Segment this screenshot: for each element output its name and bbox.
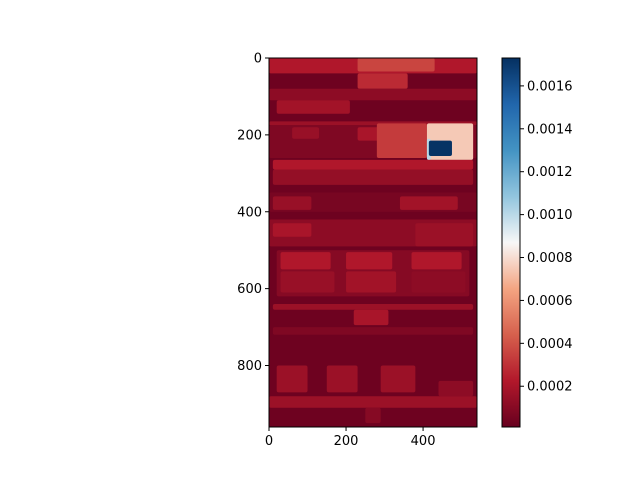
heatmap-cell-30 [272,327,474,335]
x-tick-label: 400 [411,434,436,449]
heatmap-cell-9 [376,123,427,158]
heatmap-cell-35 [269,396,477,408]
colorbar-tick-label: 0.0010 [527,208,573,223]
heatmap-cell-25 [346,271,397,293]
y-tick-label: 200 [237,128,262,143]
heatmap-cell-23 [280,271,335,293]
colorbar-tick-label: 0.0012 [527,165,573,180]
x-tick-label: 0 [265,434,273,449]
heatmap-cell-27 [411,271,466,293]
colorbar [501,57,521,428]
y-axis: 0 200 400 600 800 [237,52,269,374]
colorbar-tick-label: 0.0002 [527,380,573,395]
heatmap-cell-16 [272,196,312,210]
colorbar-axis: 0.0002 0.0004 0.0006 0.0008 0.0010 0.0012 0.00… [520,79,573,395]
colorbar-tick-label: 0.0006 [527,294,573,309]
heatmap-cell-4 [276,100,350,114]
heatmap-cell-34 [438,380,474,397]
heatmap-cell-26 [411,252,462,270]
heatmap-cell-17 [399,196,458,210]
heatmap-cell-2 [357,73,408,89]
heatmap-cell-22 [280,252,331,270]
y-tick-label: 400 [237,205,262,220]
heatmap-cell-12 [428,140,452,157]
heatmap-cell-14 [272,169,474,185]
heatmap-cell-33 [380,365,416,393]
y-tick-label: 800 [237,359,262,374]
heatmap-cell-36 [365,407,381,424]
x-axis: 0 200 400 [265,427,436,449]
y-tick-label: 600 [237,282,262,297]
heatmap-cell-29 [353,309,389,326]
heatmap-cell-24 [346,252,393,270]
heatmap-area [269,58,477,427]
heatmap-cell-13 [272,159,474,170]
colorbar-tick-label: 0.0008 [527,251,573,266]
heatmap-cell-28 [272,304,474,310]
colorbar-tick-label: 0.0004 [527,337,573,352]
heatmap-cell-7 [292,127,320,139]
heatmap-cell-3 [269,88,477,101]
heatmap-cell-20 [415,223,474,247]
heatmap-cell-1 [357,58,435,72]
colorbar-tick-label: 0.0014 [527,122,573,137]
plot-frame [268,57,478,428]
heatmap-cell-8 [357,127,381,141]
heatmap-cell-31 [276,365,308,393]
y-tick-label: 0 [254,52,262,67]
x-tick-label: 200 [334,434,359,449]
heatmap-cell-19 [272,223,312,237]
colorbar-tick-label: 0.0016 [527,79,573,94]
heatmap-cell-32 [326,365,358,393]
